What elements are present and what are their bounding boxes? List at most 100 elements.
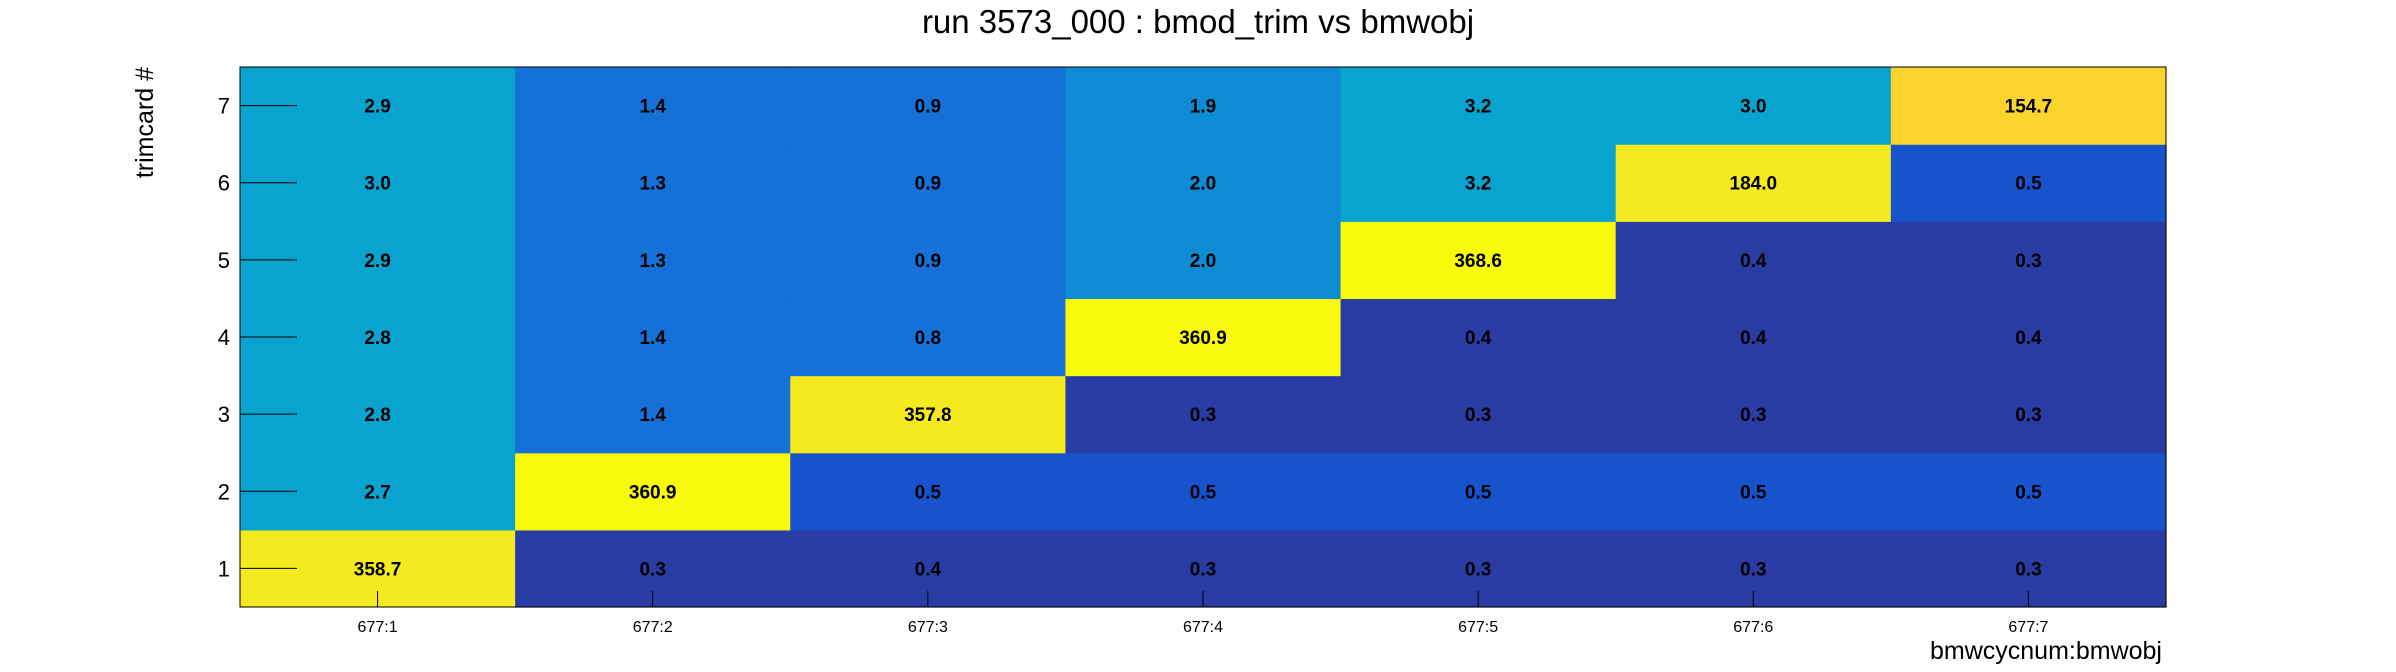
heatmap-cell — [1615, 221, 1892, 300]
y-tick-label: 5 — [218, 248, 230, 273]
cell-value-label: 0.3 — [1190, 559, 1216, 580]
heatmap-cell — [1340, 221, 1617, 300]
cell-value-label: 0.3 — [1465, 405, 1491, 426]
heatmap-cell — [1890, 375, 2167, 454]
cell-value-label: 1.4 — [639, 405, 666, 426]
x-tick-label: 677:3 — [908, 619, 948, 636]
cell-value-label: 0.5 — [1740, 482, 1767, 503]
heatmap-cell — [790, 221, 1067, 300]
heatmap-cell — [1340, 452, 1617, 531]
cell-value-label: 1.4 — [639, 328, 666, 349]
cell-value-label: 2.7 — [364, 482, 390, 503]
cell-value-label: 0.3 — [2015, 559, 2041, 580]
cell-value-label: 2.0 — [1190, 251, 1216, 272]
cell-value-label: 0.5 — [2015, 174, 2042, 195]
cell-value-label: 357.8 — [904, 405, 952, 426]
cell-value-label: 0.4 — [1465, 328, 1492, 349]
cell-value-label: 0.3 — [1190, 405, 1216, 426]
y-axis-title: trimcard # — [131, 67, 159, 178]
heatmap-cell — [515, 144, 791, 222]
chart-title: run 3573_000 : bmod_trim vs bmwobj — [922, 3, 1474, 40]
heatmap-cell — [515, 452, 791, 531]
cell-value-label: 0.4 — [1740, 251, 1767, 272]
cell-value-label: 2.8 — [364, 405, 390, 426]
cell-value-label: 0.4 — [2015, 328, 2042, 349]
heatmap-cell — [1615, 298, 1892, 377]
cell-value-label: 0.9 — [915, 251, 941, 272]
y-tick-label: 6 — [218, 171, 230, 196]
heatmap-cell — [790, 67, 1067, 145]
x-axis: 677:1 677:2 677:3 677:4 677:5 677:6 677:7 — [358, 591, 2049, 636]
cell-value-label: 3.0 — [364, 174, 390, 195]
cell-value-label: 358.7 — [354, 559, 402, 580]
heatmap-cell — [1890, 67, 2167, 145]
cell-value-label: 360.9 — [629, 482, 677, 503]
heatmap-cell — [1340, 375, 1617, 454]
heatmap-cell — [1065, 452, 1342, 531]
cell-value-label: 1.9 — [1190, 97, 1216, 118]
y-tick-label: 4 — [218, 325, 230, 350]
cell-value-label: 2.8 — [364, 328, 390, 349]
cell-value-label: 0.3 — [2015, 251, 2041, 272]
cell-value-label: 154.7 — [2005, 97, 2053, 118]
cell-value-label: 0.3 — [1740, 559, 1766, 580]
cell-value-label: 1.3 — [639, 251, 665, 272]
cell-value-label: 3.2 — [1465, 174, 1491, 195]
cell-value-label: 0.4 — [1740, 328, 1767, 349]
cell-value-label: 1.3 — [639, 174, 665, 195]
cell-labels: 358.7 0.3 0.4 0.3 0.3 0.3 0.3 2.7 360.9 0.5 0.5 0.5… — [354, 97, 2052, 581]
cell-value-label: 184.0 — [1730, 174, 1778, 195]
x-axis-title: bmwcycnum:bmwobj — [1930, 637, 2162, 665]
x-tick-label: 677:5 — [1458, 619, 1498, 636]
heatmap-cell — [1890, 452, 2167, 531]
cell-value-label: 2.0 — [1190, 174, 1216, 195]
cell-value-label: 1.4 — [639, 97, 666, 118]
heatmap-cell — [1340, 144, 1617, 222]
heatmap-cell — [1890, 144, 2167, 222]
heatmap-cell — [515, 298, 791, 377]
heatmap-cell — [790, 144, 1067, 222]
cell-value-label: 2.9 — [364, 251, 390, 272]
x-tick-label: 677:4 — [1183, 619, 1223, 636]
cell-value-label: 0.5 — [1465, 482, 1492, 503]
heatmap-cell — [1065, 221, 1342, 300]
heatmap-cell — [1065, 144, 1342, 222]
heatmap-cells — [240, 67, 2167, 608]
heatmap-cell — [1065, 298, 1342, 377]
y-tick-label: 2 — [218, 479, 230, 504]
heatmap-cell — [1340, 298, 1617, 377]
y-axis: 1 2 3 4 5 6 7 — [218, 94, 297, 581]
cell-value-label: 3.0 — [1740, 97, 1766, 118]
heatmap-cell — [515, 221, 791, 300]
y-tick-label: 3 — [218, 402, 230, 427]
heatmap-cell — [1615, 452, 1892, 531]
heatmap-cell — [790, 298, 1067, 377]
heatmap-cell — [515, 67, 791, 145]
y-tick-label: 7 — [218, 94, 230, 119]
cell-value-label: 0.8 — [915, 328, 941, 349]
cell-value-label: 0.4 — [915, 559, 942, 580]
heatmap-cell — [515, 375, 791, 454]
cell-value-label: 0.9 — [915, 174, 941, 195]
cell-value-label: 0.3 — [639, 559, 665, 580]
x-tick-label: 677:1 — [358, 619, 398, 636]
cell-value-label: 3.2 — [1465, 97, 1491, 118]
cell-value-label: 0.5 — [915, 482, 942, 503]
cell-value-label: 0.9 — [915, 97, 941, 118]
x-tick-label: 677:2 — [633, 619, 673, 636]
heatmap-cell — [1890, 298, 2167, 377]
heatmap-cell — [1615, 144, 1892, 222]
cell-value-label: 0.5 — [1190, 482, 1217, 503]
heatmap-cell — [790, 452, 1067, 531]
heatmap-cell — [1340, 67, 1617, 145]
heatmap-cell — [1065, 67, 1342, 145]
heatmap-cell — [790, 375, 1067, 454]
cell-value-label: 0.3 — [2015, 405, 2041, 426]
heatmap-cell — [1890, 221, 2167, 300]
cell-value-label: 2.9 — [364, 97, 390, 118]
cell-value-label: 368.6 — [1454, 251, 1502, 272]
y-tick-label: 1 — [218, 556, 230, 581]
heatmap-cell — [1065, 375, 1342, 454]
x-tick-label: 677:6 — [1733, 619, 1773, 636]
x-tick-label: 677:7 — [2008, 619, 2048, 636]
